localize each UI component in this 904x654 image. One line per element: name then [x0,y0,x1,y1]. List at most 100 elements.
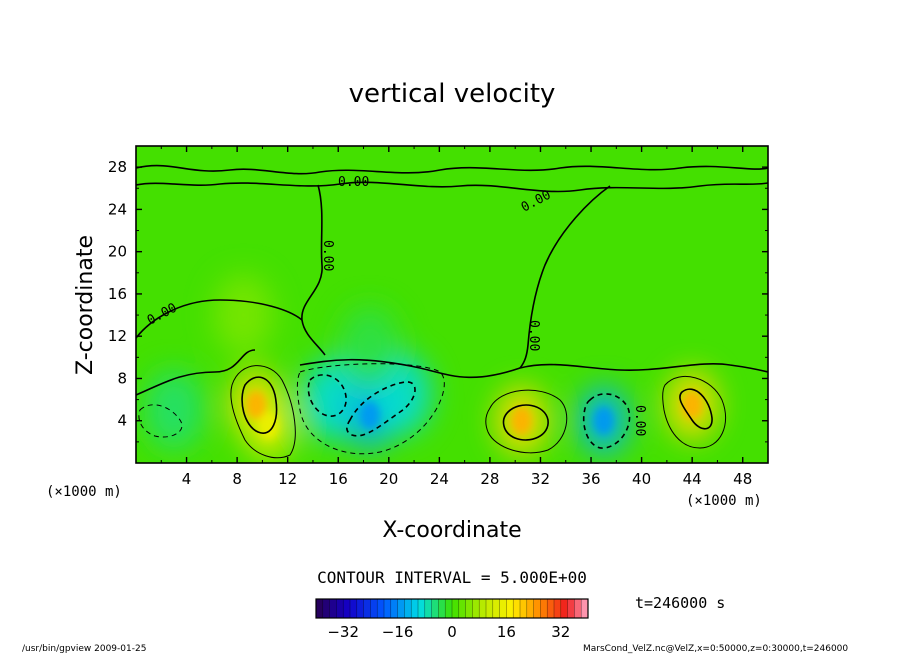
colorbar-ticks: −32 −16 0 16 32 [327,623,570,641]
zero-contour-right-column [519,185,611,369]
contour-interval-text: CONTOUR INTERVAL = 5.000E+00 [317,568,587,587]
colorbar-cell [350,599,358,618]
x-tick-label: 28 [480,470,499,488]
colorbar-cell [397,599,405,618]
colorbar-cell [363,599,371,618]
colorbar-cell [404,599,412,618]
colorbar-cell [316,599,324,618]
y-tick-label: 4 [117,412,127,430]
x-tick-label: 36 [581,470,600,488]
colorbar-tick-label: 16 [497,623,516,641]
colorbar-cell [424,599,432,618]
x-tick-label: 16 [329,470,348,488]
y-tick-label: 28 [108,158,127,176]
zero-contour-left-column [301,184,326,356]
time-label: t=246000 s [635,594,725,612]
x-tick-label: 24 [430,470,449,488]
colorbar-cell [329,599,337,618]
colorbar-cell [458,599,466,618]
colorbar-frame [315,598,589,619]
contour-label: 0.00 [320,240,335,271]
colorbar-cell [533,599,541,618]
colorbar-cell [343,599,351,618]
chart-title: vertical velocity [349,79,556,109]
colorbar-cell [377,599,385,618]
contour-label: 0.00 [338,175,369,190]
y-axis-ticks: 4 8 12 16 20 24 28 [108,158,768,443]
contour-lines [136,164,768,459]
field-core [682,390,703,419]
footer-left: /usr/bin/gpview 2009-01-25 [22,644,146,654]
colorbar-cell [431,599,439,618]
contour-label: 0.00 [526,320,541,351]
negative-contour-5 [296,363,445,455]
colorbar-cell [411,599,419,618]
field-blob [143,369,204,451]
x-tick-label: 48 [733,470,752,488]
y-tick-label: 8 [117,369,127,387]
field-blob [339,306,400,388]
field-core [359,401,380,430]
field-core [246,390,267,419]
zero-contour-top [136,164,768,175]
x-axis-label: X-coordinate [382,518,521,543]
negative-contour-1 [307,374,347,417]
negative-contour-4 [138,404,183,438]
colorbar-cell [336,599,344,618]
colorbar-tick-label: −32 [327,623,359,641]
field-core [593,406,614,435]
colorbar-cell [356,599,364,618]
plot-frame [135,145,769,464]
mid-contour-3 [662,375,727,449]
positive-contour-3 [679,388,713,430]
zero-contour-top-2 [136,181,768,193]
y-tick-label: 16 [108,285,127,303]
colorbar-cell [445,599,453,618]
x-tick-label: 8 [232,470,242,488]
positive-contour-2 [502,404,549,441]
colorbar-tick-label: 0 [447,623,457,641]
colorbar-cell [418,599,426,618]
colorbar-cell [472,599,480,618]
negative-contour-2 [346,381,416,437]
zero-contour-low [136,349,768,396]
mid-contour-1 [230,365,296,459]
colorbar-cell [547,599,555,618]
colorbar-tick-label: −16 [382,623,414,641]
plot-area: 0.00 0.00 0.00 0.00 0.00 0.00 4 8 12 16 20 24… [108,145,769,488]
colorbar-cell [526,599,534,618]
x-tick-label: 12 [278,470,297,488]
colorbar-cell [438,599,446,618]
colorbar-cell [574,599,582,618]
colorbar-cell [567,599,575,618]
colorbar-cell [492,599,500,618]
negative-contour-3 [582,393,631,449]
x-tick-label: 44 [683,470,702,488]
colorbar-cells [315,599,589,618]
colorbar-cell [384,599,392,618]
colorbar-cell [465,599,473,618]
colorbar-cell [370,599,378,618]
positive-contour-1 [241,376,278,434]
mid-contour-2 [485,389,568,454]
y-axis-unit: (×1000 m) [686,493,762,509]
colorbar-tick-label: 32 [551,623,570,641]
footer-right: MarsCond_VelZ.nc@VelZ,x=0:50000,z=0:3000… [583,644,848,654]
colorbar-cell [390,599,398,618]
x-tick-label: 4 [182,470,192,488]
colorbar-cell [499,599,507,618]
y-tick-label: 24 [108,200,127,218]
zero-contour-left-dome [136,299,303,339]
colorbar-cell [486,599,494,618]
y-axis-label: Z-coordinate [73,235,98,375]
colorbar-cell [322,599,330,618]
contour-label: 0.00 [632,405,647,436]
x-axis-unit-left: (×1000 m) [46,484,122,500]
x-tick-label: 32 [531,470,550,488]
colorbar-cell [540,599,548,618]
colorbar-cell [560,599,568,618]
colorbar: −32 −16 0 16 32 [315,598,589,641]
colorbar-cell [479,599,487,618]
field-blob [213,274,274,356]
